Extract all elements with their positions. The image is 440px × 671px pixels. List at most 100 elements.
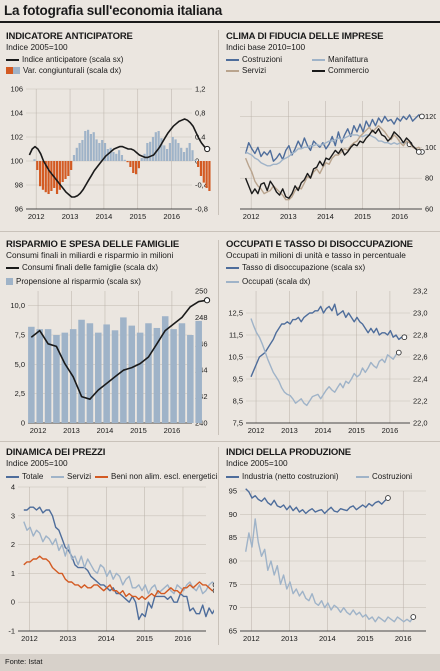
y-tick-label: 2 xyxy=(11,540,15,549)
bar xyxy=(53,335,60,423)
x-tick-label: 2013 xyxy=(63,426,80,435)
source-footer: Fonte: Istat xyxy=(0,654,440,671)
bar xyxy=(75,147,78,161)
legend-item: Tasso di disoccupazione (scala sx) xyxy=(226,263,365,272)
x-tick-label: 2015 xyxy=(348,426,365,435)
chart-panel-occupati: OCCUPATI E TASSO DI DISOCCUPAZIONE Occup… xyxy=(226,239,436,439)
legend-item: Consumi finali delle famiglie (scala dx) xyxy=(6,263,158,272)
y-tick-label: 10,5 xyxy=(228,353,243,362)
bar xyxy=(115,153,118,161)
x-tick-label: 2012 xyxy=(243,212,260,221)
y-tick-label: -0,8 xyxy=(195,205,208,214)
bar xyxy=(92,132,95,161)
bar xyxy=(168,143,172,161)
x-tick-label: 2016 xyxy=(175,634,192,643)
end-marker xyxy=(212,588,214,594)
y-tick-label: 248 xyxy=(195,313,208,322)
chart-plot: 12,5 11,5 10,5 9,5 8,5 7,5 23,2 23,0 22,8 22,6 22,… xyxy=(228,287,428,436)
end-marker xyxy=(415,149,422,155)
bar xyxy=(58,161,61,190)
bar xyxy=(171,137,174,161)
bar xyxy=(103,324,110,423)
legend-label: Tasso di disoccupazione (scala sx) xyxy=(242,263,366,272)
chart-title: INDICI DELLA PRODUZIONE xyxy=(226,447,351,458)
bar xyxy=(112,152,115,161)
bar xyxy=(98,143,101,161)
y-tick-label: 100 xyxy=(425,143,436,152)
bar xyxy=(137,161,140,169)
bar xyxy=(185,147,188,161)
column-divider xyxy=(218,30,219,215)
column-divider xyxy=(218,240,219,435)
legend-item: Costruzioni xyxy=(356,472,412,481)
row-divider xyxy=(0,231,440,232)
y-tick-label: 22,6 xyxy=(413,353,428,362)
bar xyxy=(126,161,129,163)
bar xyxy=(33,159,36,161)
y-tick-label: 22,8 xyxy=(413,331,428,340)
series-line xyxy=(30,299,208,400)
bar xyxy=(195,320,202,423)
bar xyxy=(64,161,67,179)
y-tick-label: 90 xyxy=(229,510,237,519)
y-tick-label: 80 xyxy=(229,557,237,566)
y-tick-label: 65 xyxy=(229,627,237,636)
bar xyxy=(151,137,155,161)
y-tick-label: 23,0 xyxy=(413,309,428,318)
end-marker xyxy=(401,334,408,341)
y-tick-label: 104 xyxy=(10,109,23,118)
bar xyxy=(36,329,43,423)
bar xyxy=(28,326,35,423)
end-marker xyxy=(203,297,211,304)
bar xyxy=(132,161,135,173)
row-divider xyxy=(0,441,440,442)
x-tick-label: 2014 xyxy=(319,634,336,643)
chart-subtitle: Occupati in milioni di unità e tasso in … xyxy=(226,250,406,260)
bar xyxy=(61,332,69,423)
chart-subtitle: Indice 2005=100 xyxy=(6,42,68,52)
bar xyxy=(78,319,85,423)
legend-label: Industria (netto costruzioni) xyxy=(242,472,339,481)
chart-plot: 4 3 2 1 0 -1 2012 2013 2014 2015 2016 xyxy=(8,483,214,643)
legend-item: Servizi xyxy=(51,472,91,481)
chart-title: DINAMICA DEI PREZZI xyxy=(6,447,106,458)
chart-subtitle: Indice 2005=100 xyxy=(6,458,68,468)
bar xyxy=(109,147,112,161)
x-tick-label: 2015 xyxy=(136,634,153,643)
bar xyxy=(208,161,211,191)
legend-label: Propensione al risparmio (scala sx) xyxy=(16,277,141,286)
chart-title: CLIMA DI FIDUCIA DELLE IMPRESE xyxy=(226,31,384,42)
y-tick-label: -1 xyxy=(8,627,15,636)
x-tick-label: 2013 xyxy=(62,212,79,221)
bar xyxy=(188,143,191,161)
bar xyxy=(145,323,152,423)
legend-label: Costruzioni xyxy=(372,472,413,481)
bar xyxy=(81,140,84,161)
bar xyxy=(123,159,126,161)
legend-label: Costruzioni xyxy=(242,55,283,64)
chart-subtitle: Indici base 2010=100 xyxy=(226,42,306,52)
bar xyxy=(41,161,45,190)
legend-item: Manifattura xyxy=(312,55,368,64)
legend-item: Costruzioni xyxy=(226,55,282,64)
bar xyxy=(199,161,203,176)
y-tick-label: 75 xyxy=(229,580,237,589)
legend-label: Servizi xyxy=(67,472,92,481)
chart-subtitle: Indice 2005=100 xyxy=(226,458,288,468)
end-marker xyxy=(410,614,417,620)
end-marker xyxy=(419,113,425,120)
legend-item: Commercio xyxy=(312,66,369,75)
x-tick-label: 2014 xyxy=(97,426,114,435)
x-tick-label: 2016 xyxy=(163,212,180,221)
x-tick-label: 2016 xyxy=(382,426,399,435)
chart-title: OCCUPATI E TASSO DI DISOCCUPAZIONE xyxy=(226,239,413,250)
bar xyxy=(157,131,160,161)
legend-label: Consumi finali delle famiglie (scala dx) xyxy=(22,263,159,272)
x-tick-label: 2015 xyxy=(129,212,146,221)
end-marker xyxy=(212,582,214,588)
bar xyxy=(178,323,186,423)
bar xyxy=(161,316,169,423)
x-tick-label: 2016 xyxy=(391,212,408,221)
legend-label: Occupati (scala dx) xyxy=(242,277,311,286)
chart-title: INDICATORE ANTICIPATORE xyxy=(6,31,133,42)
